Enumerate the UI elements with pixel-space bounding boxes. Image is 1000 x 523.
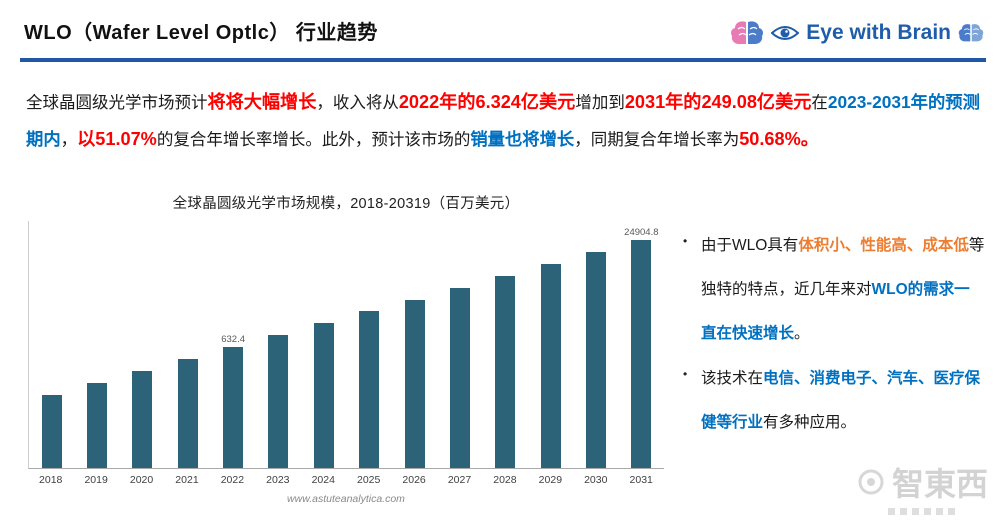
market-size-chart: 全球晶圆级光学市场规模，2018-20319（百万美元） 632.4 24904.… bbox=[28, 192, 664, 505]
bar-2024 bbox=[313, 323, 334, 468]
bullet-list: • 由于WLO具有体积小、性能高、成本低等独特的特点，近几年来对WLO的需求一直在… bbox=[683, 224, 985, 445]
text-segment: 有多种应用。 bbox=[763, 413, 857, 431]
bar-2023 bbox=[268, 335, 289, 468]
text-segment: 电信、消费电子、汽车、医疗保健等行业 bbox=[701, 369, 981, 431]
text-segment: ，同期复合年增长率为 bbox=[574, 131, 740, 150]
text-segment: 的复合年增长率增长。此外，预计该市场的 bbox=[156, 131, 471, 150]
bar-2021 bbox=[177, 359, 198, 468]
x-tick-label: 2030 bbox=[584, 474, 608, 486]
bar-2026 bbox=[404, 300, 425, 468]
bar-value-label: 24904.8 bbox=[624, 227, 659, 238]
bar-2022 bbox=[223, 347, 244, 468]
text-segment: 将将大幅增长 bbox=[207, 92, 317, 112]
x-tick-label: 2025 bbox=[356, 474, 381, 486]
bar-2028 bbox=[495, 276, 516, 468]
bar-slot bbox=[347, 311, 392, 468]
brand-name: Eye with Brain bbox=[806, 21, 951, 44]
x-tick-label: 2026 bbox=[402, 474, 426, 486]
text-segment: 等独特的特点，近几年来对 bbox=[701, 237, 985, 299]
bar-slot bbox=[483, 276, 528, 468]
text-segment: 50.68%。 bbox=[739, 129, 819, 150]
bar-slot bbox=[29, 395, 74, 468]
bar-slot bbox=[74, 383, 119, 468]
bar-2018 bbox=[41, 395, 62, 468]
bar-2019 bbox=[87, 383, 108, 468]
x-tick-label: 2029 bbox=[538, 474, 563, 486]
title-underline bbox=[20, 58, 986, 62]
text-segment: 销量也将增长 bbox=[470, 129, 575, 150]
chart-source-link: www.astuteanalytica.com bbox=[287, 493, 405, 505]
bullet-text: 由于WLO具有体积小、性能高、成本低等独特的特点，近几年来对WLO的需求一直在快… bbox=[701, 224, 985, 357]
chart-title: 全球晶圆级光学市场规模，2018-20319（百万美元） bbox=[172, 196, 520, 212]
x-tick-label: 2022 bbox=[220, 474, 245, 486]
text-segment: 增加到 bbox=[575, 94, 625, 112]
bar-value-label: 632.4 bbox=[221, 334, 245, 345]
eye-icon bbox=[771, 24, 800, 42]
bar-2020 bbox=[132, 371, 153, 468]
bar-slot bbox=[528, 264, 573, 468]
bar-slot: 24904.8 bbox=[619, 227, 664, 468]
x-tick-label: 2031 bbox=[629, 474, 653, 486]
chart-x-axis: 2018 2019 2020 2021 2022 2023 2024 2025 2026 2027… bbox=[28, 474, 664, 486]
page-title: WLO（Wafer Level Optlc） 行业趋势 bbox=[24, 22, 378, 44]
bullet-text: 该技术在电信、消费电子、汽车、医疗保健等行业有多种应用。 bbox=[701, 357, 985, 445]
bar-2029 bbox=[540, 264, 561, 468]
bar-slot bbox=[392, 300, 437, 468]
bullet-marker: • bbox=[683, 366, 688, 381]
text-segment: WLO的需求一直在快速增长 bbox=[701, 281, 970, 343]
brain-icon-small bbox=[958, 23, 984, 43]
bullet-item: • 该技术在电信、消费电子、汽车、医疗保健等行业有多种应用。 bbox=[683, 357, 985, 445]
watermark-text: 智東西 bbox=[891, 466, 988, 502]
text-segment: 全球晶圆级光学市场预计 bbox=[26, 94, 208, 112]
x-tick-label: 2018 bbox=[39, 474, 63, 486]
bullet-marker: • bbox=[683, 234, 688, 248]
watermark-logo-icon bbox=[856, 467, 886, 497]
watermark: 智東西 bbox=[856, 459, 988, 515]
bar-2030 bbox=[585, 252, 606, 468]
chart-plot: 632.4 24904.8 bbox=[28, 221, 664, 469]
bar-2025 bbox=[359, 311, 380, 468]
text-segment: 该技术在 bbox=[701, 369, 764, 387]
text-segment: ，收入将从 bbox=[316, 94, 399, 112]
x-tick-label: 2028 bbox=[493, 474, 517, 486]
x-tick-label: 2024 bbox=[311, 474, 335, 486]
brain-icon bbox=[730, 20, 764, 46]
text-segment: 。 bbox=[794, 325, 810, 343]
text-segment: 以51.07% bbox=[77, 129, 157, 150]
bar-slot bbox=[437, 288, 482, 468]
x-tick-label: 2023 bbox=[266, 474, 290, 486]
watermark-dots bbox=[856, 508, 988, 515]
intro-paragraph: 全球晶圆级光学市场预计将将大幅增长，收入将从2022年的6.324亿美元增加到2… bbox=[26, 84, 984, 158]
x-tick-label: 2027 bbox=[447, 474, 472, 486]
x-tick-label: 2021 bbox=[175, 474, 199, 486]
bar-2031 bbox=[631, 240, 652, 468]
text-segment: 体积小、性能高、成本低 bbox=[798, 237, 969, 254]
brand-logo: Eye with Brain bbox=[730, 20, 984, 46]
bullet-item: • 由于WLO具有体积小、性能高、成本低等独特的特点，近几年来对WLO的需求一直在… bbox=[683, 224, 985, 357]
text-segment: 由于WLO具有 bbox=[701, 237, 799, 254]
bar-slot bbox=[120, 371, 165, 468]
text-segment: 2023-2031年的预测期内 bbox=[26, 92, 980, 150]
text-segment: 2031年的249.08亿美元 bbox=[624, 92, 812, 112]
x-tick-label: 2020 bbox=[129, 474, 154, 486]
text-segment: 在 bbox=[811, 94, 828, 112]
x-tick-label: 2019 bbox=[84, 474, 108, 486]
text-segment: 2022年的6.324亿美元 bbox=[398, 92, 576, 112]
bar-slot bbox=[165, 359, 210, 468]
bar-slot bbox=[256, 335, 301, 468]
bar-slot bbox=[573, 252, 618, 468]
bar-2027 bbox=[449, 288, 470, 468]
text-segment: ， bbox=[60, 131, 78, 150]
bar-slot: 632.4 bbox=[210, 334, 255, 468]
bar-slot bbox=[301, 323, 346, 468]
